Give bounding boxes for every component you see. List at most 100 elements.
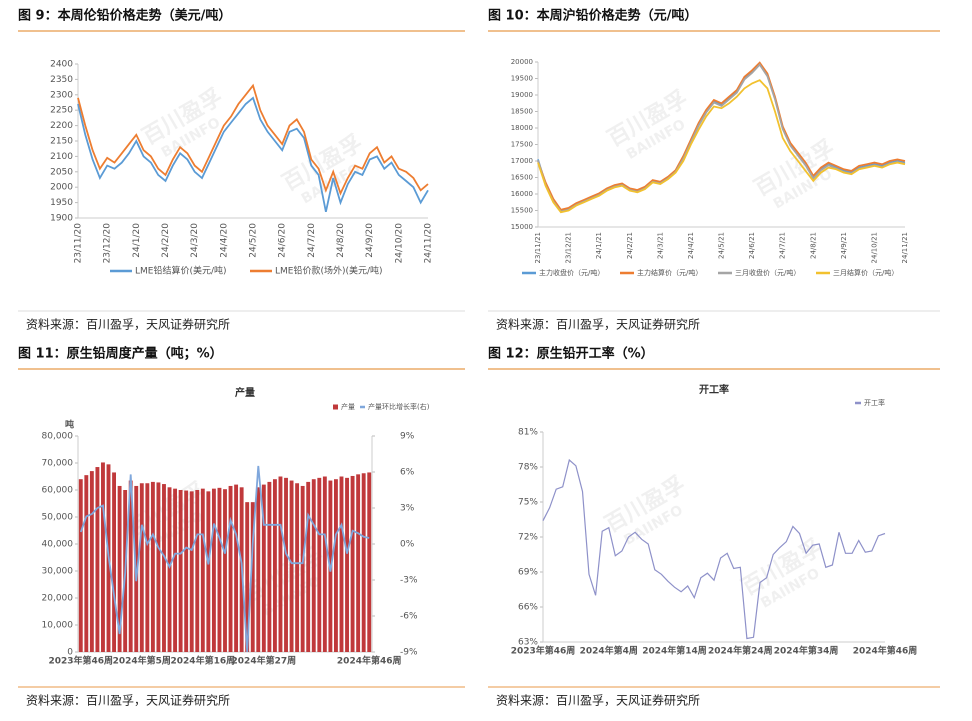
y-tick-label: 78% <box>518 463 538 473</box>
bar <box>167 487 172 652</box>
bar <box>284 477 288 652</box>
legend-label: 三月收盘价（元/吨） <box>735 268 800 277</box>
bar <box>178 490 183 652</box>
x-tick-label: 24/7/20 <box>307 223 317 258</box>
y-tick-label: 18000 <box>511 124 533 132</box>
y2-tick-label: -9% <box>400 648 418 658</box>
bar <box>317 477 322 652</box>
y-tick-label: 40,000 <box>42 540 74 550</box>
x-tick-label: 23/12/20 <box>103 223 113 264</box>
bar <box>295 483 300 652</box>
series-line <box>542 458 886 640</box>
legend-label: 主力结算价（元/吨） <box>637 268 702 277</box>
y-tick-label: 20,000 <box>42 594 74 604</box>
y-tick-label: 63% <box>518 638 538 648</box>
x-tick-label: 2024年第46周 <box>337 655 402 667</box>
source-note: 资料来源：百川盈孚，天风证券研究所 <box>496 693 700 708</box>
y-tick-label: 16000 <box>511 190 533 198</box>
y-unit: 吨 <box>65 419 74 431</box>
x-tick-label: 24/10/21 <box>870 232 878 263</box>
series-line <box>77 83 429 196</box>
y-tick-label: 2050 <box>50 167 73 177</box>
bar <box>162 484 166 652</box>
legend-label: 产量环比增长率(右) <box>368 402 430 411</box>
bar <box>361 473 366 652</box>
legend-swatch <box>333 404 338 410</box>
figure-title: 图 11：原生铅周度产量（吨；%） <box>18 346 223 362</box>
y-tick-label: 20000 <box>511 58 533 66</box>
legend-label: 产量 <box>341 402 355 411</box>
y-tick-label: 66% <box>518 603 538 613</box>
x-tick-label: 24/1/20 <box>132 223 142 258</box>
y-tick-label: 80,000 <box>42 432 74 442</box>
y-tick-label: 60,000 <box>42 486 74 496</box>
y-tick-label: 30,000 <box>42 567 74 577</box>
x-tick-label: 24/3/20 <box>190 223 200 258</box>
figure-title: 图 12：原生铅开工率（%） <box>488 346 654 362</box>
x-tick-label: 2024年第16周 <box>171 655 236 667</box>
bar <box>195 490 200 652</box>
bar <box>156 482 161 652</box>
y-tick-label: 19500 <box>511 75 533 83</box>
y-tick-label: 69% <box>518 568 538 578</box>
y2-tick-label: 0% <box>400 540 415 550</box>
y-tick-label: 81% <box>518 428 538 438</box>
chart-subtitle: 产量 <box>235 386 255 399</box>
bar <box>256 487 261 652</box>
x-tick-label: 24/5/21 <box>718 232 726 259</box>
bar <box>173 488 178 652</box>
x-tick-label: 24/4/21 <box>687 232 695 259</box>
source-note: 资料来源：百川盈孚，天风证券研究所 <box>26 693 230 708</box>
x-tick-label: 24/2/20 <box>161 223 171 258</box>
bar <box>289 480 294 652</box>
x-tick-label: 2024年第5周 <box>113 655 171 667</box>
x-tick-label: 2024年第27周 <box>232 655 297 667</box>
bar <box>267 481 272 652</box>
y-tick-label: 1950 <box>50 198 73 208</box>
y-tick-label: 50,000 <box>42 513 74 523</box>
x-tick-label: 2023年第46周 <box>48 655 113 667</box>
bar <box>350 475 355 652</box>
bar <box>184 490 189 652</box>
x-tick-label: 24/9/21 <box>840 232 848 259</box>
y-tick-label: 75% <box>518 498 538 508</box>
bar <box>150 481 155 652</box>
y-tick-label: 2000 <box>50 183 73 193</box>
y-tick-label: 0 <box>67 648 73 658</box>
bar <box>112 472 116 652</box>
x-tick-label: 24/5/20 <box>249 223 259 258</box>
x-tick-label: 2024年第34周 <box>774 645 839 657</box>
x-tick-label: 24/11/21 <box>901 232 909 263</box>
x-tick-label: 23/11/21 <box>534 232 542 263</box>
legend-label: 主力收盘价（元/吨） <box>539 268 604 277</box>
y-tick-label: 2250 <box>50 106 73 116</box>
x-tick-label: 24/9/20 <box>365 223 375 258</box>
bar <box>211 488 216 652</box>
bar <box>278 476 283 652</box>
bar <box>334 479 338 652</box>
y-tick-label: 2150 <box>50 137 73 147</box>
bar <box>272 479 277 652</box>
bar <box>250 502 255 652</box>
y-tick-label: 2300 <box>50 90 73 100</box>
y-tick-label: 70,000 <box>42 459 74 469</box>
bar <box>261 484 266 652</box>
y-tick-label: 72% <box>518 533 538 543</box>
bar <box>345 477 349 652</box>
bar <box>101 462 105 652</box>
y-tick-label: 15000 <box>511 223 533 231</box>
x-tick-label: 24/10/20 <box>394 223 404 264</box>
bar <box>95 467 100 652</box>
x-tick-label: 24/11/20 <box>424 223 434 264</box>
series-line <box>77 96 429 212</box>
bar <box>300 485 305 652</box>
bar <box>339 476 344 652</box>
series-line <box>537 62 906 212</box>
bar <box>117 485 122 652</box>
bar <box>245 502 250 652</box>
x-tick-label: 24/7/21 <box>779 232 787 259</box>
bar <box>189 491 194 652</box>
series-line <box>79 465 370 653</box>
y-tick-label: 17000 <box>511 157 533 165</box>
